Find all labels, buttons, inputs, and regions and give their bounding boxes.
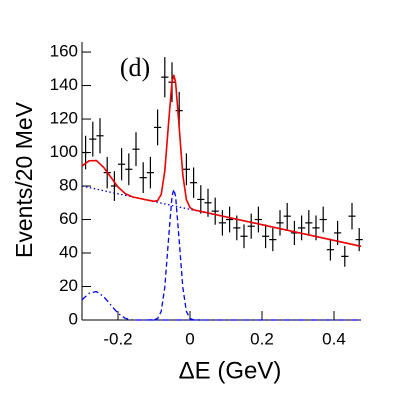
curve-solid: [81, 74, 362, 248]
y-tick-label: 60: [59, 209, 78, 228]
x-tick-label: 0.4: [322, 329, 346, 348]
x-tick-label: 0: [185, 329, 194, 348]
y-tick-label: 0: [69, 309, 78, 328]
y-tick-label: 100: [50, 142, 78, 161]
y-tick-label: 120: [50, 109, 78, 128]
y-tick-label: 20: [59, 276, 78, 295]
y-tick-label: 140: [50, 75, 78, 94]
y-tick-label: 80: [59, 176, 78, 195]
x-tick-label: -0.2: [103, 329, 132, 348]
panel-label: (d): [120, 53, 150, 82]
curve-dashdot: [81, 290, 361, 321]
y-axis-label: Events/20 MeV: [11, 101, 37, 258]
x-tick-label: 0.2: [250, 329, 274, 348]
x-axis-label: ΔE (GeV): [179, 357, 282, 384]
y-tick-label: 40: [59, 242, 78, 261]
y-tick-label: 160: [50, 42, 78, 61]
